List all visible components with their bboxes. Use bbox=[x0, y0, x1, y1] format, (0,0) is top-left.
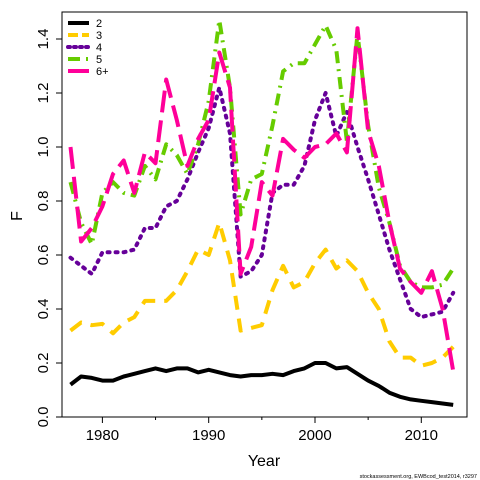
series-line-4 bbox=[68, 85, 456, 320]
x-axis: 1980 1990 2000 2010 bbox=[86, 417, 438, 444]
series-line-6plus bbox=[68, 26, 456, 372]
y-tick-label: 1.0 bbox=[35, 137, 52, 158]
x-tick-label: 2000 bbox=[298, 427, 331, 444]
x-tick-label: 2010 bbox=[405, 427, 438, 444]
y-tick-label: 1.2 bbox=[35, 83, 52, 104]
legend-label: 6+ bbox=[96, 66, 109, 78]
x-tick-label: 1980 bbox=[86, 427, 119, 444]
y-axis: 0.0 0.2 0.4 0.6 0.8 1.0 1.2 1.4 bbox=[35, 29, 62, 428]
y-tick-label: 0.0 bbox=[35, 407, 52, 428]
legend-label: 5 bbox=[96, 54, 102, 66]
y-tick-label: 1.4 bbox=[35, 29, 52, 50]
y-tick-label: 0.4 bbox=[35, 299, 52, 320]
series-line-3 bbox=[69, 220, 455, 368]
footnote: stockassessment.org, EWBcod_test2014, r3… bbox=[360, 474, 477, 480]
legend-label: 3 bbox=[96, 30, 102, 42]
x-axis-title: Year bbox=[248, 453, 281, 470]
y-tick-label: 0.2 bbox=[35, 353, 52, 374]
y-tick-label: 0.6 bbox=[35, 245, 52, 266]
legend-label: 2 bbox=[96, 18, 102, 30]
series-layer bbox=[68, 18, 456, 407]
series-line-5 bbox=[68, 18, 455, 290]
legend-label: 4 bbox=[96, 42, 102, 54]
plot-frame bbox=[61, 11, 468, 418]
y-tick-label: 0.8 bbox=[35, 191, 52, 212]
series-line-2 bbox=[69, 361, 454, 407]
y-axis-title: F bbox=[9, 211, 26, 221]
x-tick-label: 1990 bbox=[192, 427, 225, 444]
